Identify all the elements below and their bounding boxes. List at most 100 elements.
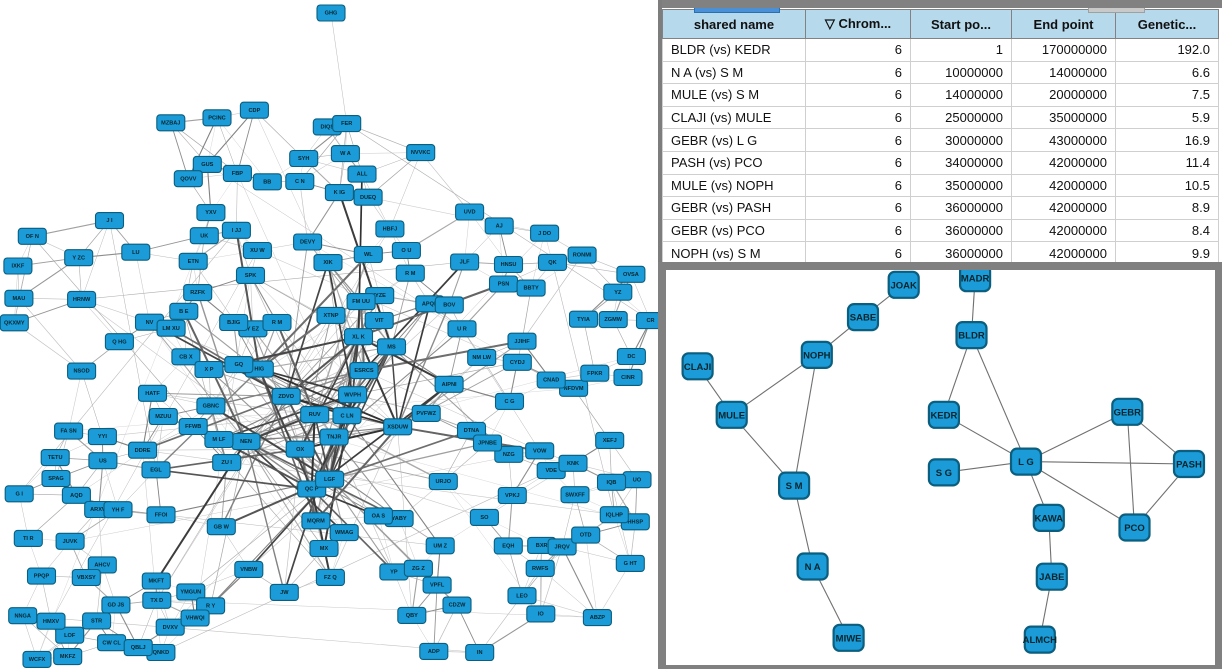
svg-text:CDP: CDP — [248, 108, 260, 114]
svg-text:FZ Q: FZ Q — [324, 575, 337, 581]
svg-text:KEDR: KEDR — [930, 410, 957, 421]
svg-text:CLAJI: CLAJI — [684, 362, 711, 373]
svg-text:XSDUW: XSDUW — [387, 424, 409, 430]
svg-text:YYI: YYI — [98, 434, 107, 440]
svg-text:VNBW: VNBW — [240, 567, 258, 573]
svg-text:NSOD: NSOD — [74, 369, 90, 375]
svg-text:UM Z: UM Z — [433, 543, 447, 549]
svg-text:WL: WL — [364, 252, 373, 258]
svg-text:QBLJ: QBLJ — [131, 645, 146, 651]
svg-text:R M: R M — [272, 320, 283, 326]
svg-text:JPNBE: JPNBE — [478, 441, 497, 447]
svg-text:J DO: J DO — [538, 231, 552, 237]
svg-text:YXV: YXV — [205, 210, 216, 216]
svg-text:C G: C G — [505, 399, 515, 405]
svg-text:Q HG: Q HG — [112, 339, 126, 345]
svg-text:OA S: OA S — [372, 514, 386, 520]
svg-text:TI R: TI R — [23, 536, 34, 542]
svg-text:Y ZC: Y ZC — [72, 255, 85, 261]
svg-text:XIK: XIK — [323, 260, 332, 266]
svg-text:PCINC: PCINC — [208, 115, 225, 121]
svg-text:MKFT: MKFT — [149, 579, 165, 585]
svg-text:XU W: XU W — [250, 248, 265, 254]
svg-text:FM UU: FM UU — [352, 299, 370, 305]
svg-text:SYH: SYH — [298, 156, 310, 162]
svg-text:ZU I: ZU I — [221, 460, 232, 466]
svg-text:RWFS: RWFS — [532, 566, 549, 572]
svg-text:BLDR: BLDR — [958, 331, 985, 342]
svg-text:NEN: NEN — [240, 439, 252, 445]
svg-text:R M: R M — [405, 271, 416, 277]
svg-text:R Y: R Y — [206, 603, 215, 609]
svg-text:JABE: JABE — [1039, 572, 1064, 583]
svg-text:HRNW: HRNW — [73, 297, 91, 303]
svg-text:U R: U R — [457, 326, 467, 332]
svg-text:C N: C N — [295, 179, 305, 185]
svg-text:EGL: EGL — [150, 467, 162, 473]
svg-text:FBP: FBP — [232, 171, 243, 177]
svg-text:JW: JW — [280, 590, 289, 596]
svg-text:ABZP: ABZP — [590, 615, 605, 621]
svg-text:QK: QK — [548, 260, 556, 266]
svg-text:OF N: OF N — [26, 234, 39, 240]
svg-text:SPAG: SPAG — [48, 476, 63, 482]
svg-text:YH F: YH F — [112, 507, 125, 513]
svg-text:RONMI: RONMI — [573, 253, 592, 259]
svg-text:SPK: SPK — [245, 273, 257, 279]
svg-text:SO: SO — [480, 515, 489, 521]
svg-text:VBXSY: VBXSY — [77, 575, 96, 581]
svg-text:CR: CR — [646, 318, 654, 324]
svg-text:OVSA: OVSA — [623, 272, 639, 278]
svg-text:C LN: C LN — [340, 413, 353, 419]
svg-text:TNJR: TNJR — [327, 435, 342, 441]
svg-text:DUEQ: DUEQ — [360, 195, 377, 201]
svg-text:STR: STR — [91, 619, 102, 625]
svg-text:JLF: JLF — [460, 260, 471, 266]
svg-text:ALL: ALL — [357, 172, 368, 178]
svg-text:MKFZ: MKFZ — [60, 654, 76, 660]
svg-text:CNAD: CNAD — [543, 378, 559, 384]
svg-text:MADR: MADR — [961, 274, 990, 285]
svg-text:LEO: LEO — [516, 593, 528, 599]
svg-text:RZFK: RZFK — [190, 290, 205, 296]
svg-text:VIT: VIT — [375, 318, 384, 324]
svg-text:VOW: VOW — [533, 448, 547, 454]
svg-text:I JJ: I JJ — [232, 228, 241, 234]
svg-text:MAU: MAU — [13, 296, 26, 302]
svg-text:PCO: PCO — [1124, 523, 1145, 534]
svg-text:NFDVM: NFDVM — [564, 386, 584, 392]
svg-text:QNKD: QNKD — [153, 650, 169, 656]
svg-text:PASH: PASH — [1176, 460, 1202, 471]
svg-text:YABY: YABY — [392, 516, 407, 522]
svg-text:SABE: SABE — [850, 313, 876, 324]
svg-text:HBFJ: HBFJ — [383, 227, 398, 233]
svg-text:NM LW: NM LW — [472, 355, 491, 361]
svg-text:GB W: GB W — [214, 524, 230, 530]
svg-text:GBNC: GBNC — [203, 404, 219, 410]
svg-text:MZBAJ: MZBAJ — [161, 120, 180, 126]
svg-text:N A: N A — [805, 562, 821, 573]
svg-text:YZ: YZ — [614, 290, 622, 296]
svg-text:ALMCH: ALMCH — [1023, 635, 1057, 646]
svg-text:YP: YP — [390, 570, 398, 576]
svg-text:URJO: URJO — [436, 479, 452, 485]
svg-text:CYDJ: CYDJ — [510, 360, 525, 366]
svg-text:FPKR: FPKR — [587, 371, 602, 377]
svg-text:AQD: AQD — [70, 493, 82, 499]
svg-text:MS: MS — [387, 344, 396, 350]
svg-text:LM XU: LM XU — [162, 326, 179, 332]
svg-text:DC: DC — [627, 354, 635, 360]
svg-text:NNGA: NNGA — [14, 613, 30, 619]
svg-text:MIWE: MIWE — [836, 633, 862, 644]
svg-text:IN: IN — [477, 650, 483, 656]
svg-text:OX: OX — [296, 447, 304, 453]
svg-text:UK: UK — [200, 233, 208, 239]
svg-text:VPFL: VPFL — [430, 583, 445, 589]
svg-text:MQRM: MQRM — [307, 518, 325, 524]
svg-text:EQH: EQH — [502, 544, 514, 550]
svg-text:FA SN: FA SN — [60, 429, 76, 435]
svg-text:IQB: IQB — [607, 480, 617, 486]
svg-text:L G: L G — [1018, 457, 1034, 468]
svg-text:DEVY: DEVY — [300, 240, 316, 246]
svg-text:S G: S G — [936, 468, 952, 479]
